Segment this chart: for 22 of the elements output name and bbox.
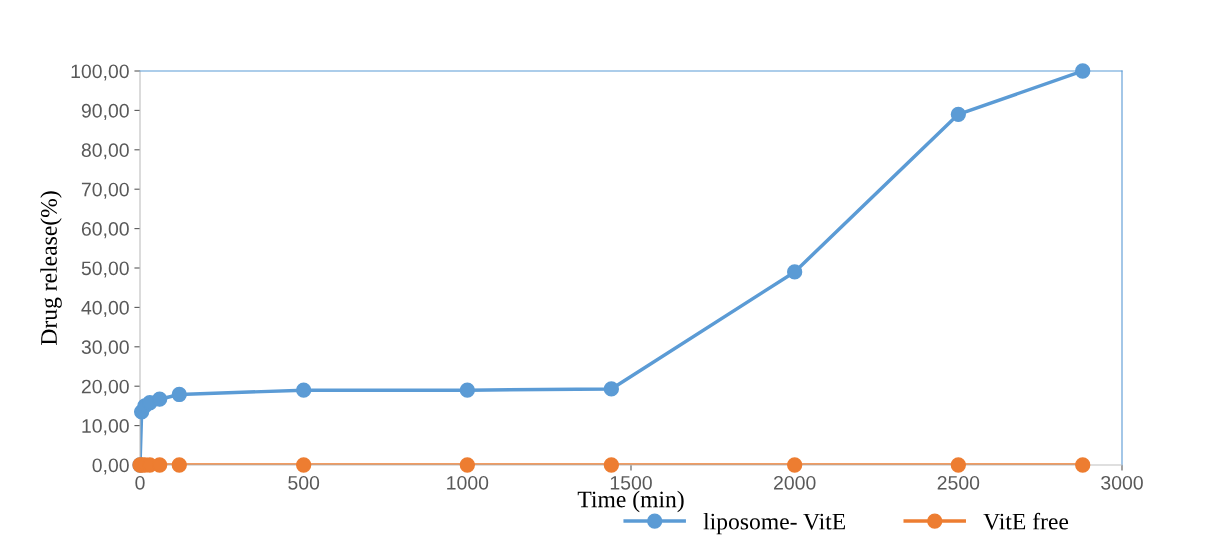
y-tick-label: 100,00	[71, 64, 129, 81]
y-tick-label: 10,00	[82, 419, 129, 436]
y-tick-label: 40,00	[81, 300, 129, 317]
y-tick-label: 90,00	[81, 103, 129, 120]
y-tick-label: 60,00	[81, 222, 129, 239]
x-tick-label: 1500	[610, 475, 652, 490]
y-axis-title: Drug release(%)	[40, 191, 62, 345]
y-tick-label: 80,00	[81, 143, 129, 160]
x-tick-label: 0	[135, 475, 145, 490]
x-axis-title: Time (min)	[577, 490, 684, 513]
y-tick-label: 70,00	[81, 182, 129, 199]
y-tick-label: 20,00	[81, 379, 129, 396]
x-tick-label: 2500	[937, 475, 980, 490]
legend-label: VitE free	[983, 512, 1069, 530]
x-tick-label: 2000	[774, 475, 816, 490]
y-tick-label: 0,00	[92, 458, 129, 475]
y-tick-label: 30,00	[81, 340, 129, 357]
x-tick-label: 500	[288, 475, 320, 490]
legend-label: liposome- VitE	[703, 512, 846, 535]
x-tick-label: 3000	[1101, 475, 1143, 490]
y-tick-label: 50,00	[81, 261, 129, 278]
x-tick-label: 1000	[447, 475, 489, 490]
